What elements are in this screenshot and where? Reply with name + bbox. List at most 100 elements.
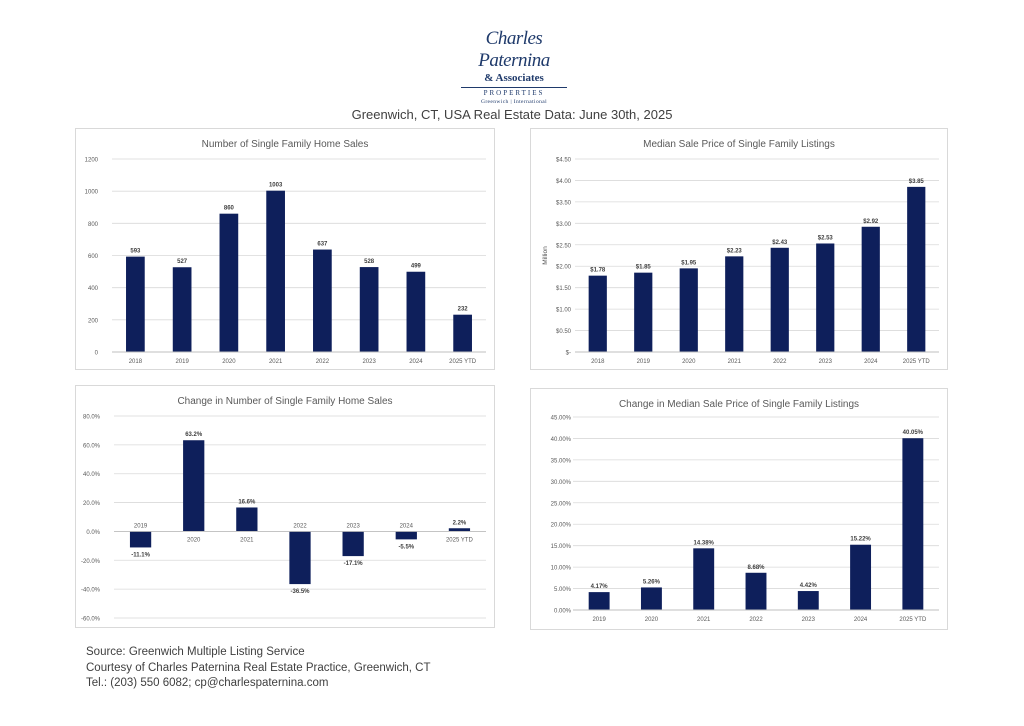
logo-divider [461,87,567,88]
y-tick-label: 1000 [85,190,99,196]
data-label: 1003 [269,183,283,189]
bar [902,438,924,610]
y-tick-label: 40.0% [83,472,101,478]
data-label: 527 [177,259,188,265]
x-tick-label: 2021 [728,359,742,365]
y-tick-label: 35.00% [551,458,572,464]
bar [266,190,285,352]
company-logo: Charles Paternina & Associates PROPERTIE… [455,18,573,105]
bar [634,272,653,352]
y-tick-label: 0.00% [554,609,572,615]
data-label: 860 [224,206,235,212]
bar [797,591,819,610]
data-label: $2.43 [772,240,788,246]
y-tick-label: 15.00% [551,544,572,550]
data-label: 637 [317,242,328,248]
bar [395,531,417,540]
y-tick-label: 600 [88,254,99,260]
y-tick-label: 800 [88,222,99,228]
x-tick-label: 2025 YTD [899,617,927,623]
x-tick-label: 2021 [269,359,283,365]
bar [129,531,152,548]
page-title: Greenwich, CT, USA Real Estate Data: Jun… [351,107,673,122]
y-tick-label: 45.00% [551,416,572,422]
data-label: $2.92 [863,219,879,225]
x-tick-label: 2022 [293,523,307,529]
bar [183,440,205,532]
y-tick-label: $- [566,351,571,357]
data-label: $2.23 [727,248,743,254]
bar [219,213,239,352]
logo-name: Charles Paternina [478,28,550,71]
data-label: $1.78 [590,268,606,274]
x-tick-label: 2019 [592,617,606,623]
x-tick-label: 2022 [773,359,787,365]
y-tick-label: 25.00% [551,501,572,507]
footer-contact: Tel.: (203) 550 6082; cp@charlespaternin… [86,677,329,689]
bar [861,226,880,352]
y-tick-label: 80.0% [83,415,101,421]
x-tick-label: 2018 [129,359,143,365]
data-label: 15.22% [850,537,871,543]
footer: Source: Greenwich Multiple Listing Servi… [86,645,431,692]
logo-properties: PROPERTIES [483,89,545,97]
y-tick-label: $4.00 [556,179,572,185]
bar [172,267,192,352]
x-tick-label: 2019 [175,359,189,365]
y-tick-label: -20.0% [81,559,101,565]
x-tick-label: 2020 [222,359,236,365]
y-tick-label: $3.00 [556,222,572,228]
bar [453,314,472,352]
bar [907,186,926,352]
x-tick-label: 2023 [802,617,816,623]
bar [850,544,872,610]
bar [406,271,426,352]
x-tick-label: 2024 [854,617,868,623]
data-label: $1.95 [681,260,697,266]
footer-courtesy: Courtesy of Charles Paternina Real Estat… [86,661,431,674]
price-chart-panel: Median Sale Price of Single Family Listi… [530,128,948,370]
footer-source: Source: Greenwich Multiple Listing Servi… [86,646,305,658]
data-label: -36.5% [290,589,310,595]
sales-chart: Number of Single Family Home Sales 0 200 40… [85,139,486,365]
x-tick-label: 2023 [819,359,833,365]
x-tick-label: 2022 [316,359,330,365]
y-tick-label: $1.00 [556,308,572,314]
x-tick-label: 2024 [864,359,878,365]
price-change-chart-panel: Change in Median Sale Price of Single Fa… [530,388,948,630]
x-tick-label: 2025 YTD [449,359,477,365]
x-tick-label: 2021 [240,537,254,543]
x-tick-label: 2023 [362,359,376,365]
bar [236,507,258,532]
bar [588,592,610,610]
y-tick-label: 0.0% [86,530,100,536]
x-tick-label: 2024 [400,523,414,529]
data-label: 40.05% [903,430,924,436]
bar [816,243,835,352]
data-label: 4.17% [591,584,609,590]
data-label: -11.1% [131,552,150,558]
x-tick-label: 2021 [697,617,711,623]
data-label: 5.26% [643,579,661,585]
price-chart: Median Sale Price of Single Family Listi… [542,139,939,365]
y-tick-label: $3.50 [556,200,572,206]
y-tick-label: 0 [95,351,99,357]
sales-change-chart-panel: Change in Number of Single Family Home S… [75,385,495,628]
bar [313,249,332,352]
bar [770,247,789,352]
data-label: 14.38% [694,540,715,546]
x-tick-label: 2020 [645,617,659,623]
y-tick-label: $1.50 [556,286,572,292]
data-label: 8.68% [747,565,765,571]
sales-chart-panel: Number of Single Family Home Sales 0 200 40… [75,128,495,370]
y-tick-label: 20.0% [83,501,101,507]
x-tick-label: 2018 [591,359,605,365]
y-axis-label: Million [542,246,549,265]
bar [679,268,698,352]
y-tick-label: $2.00 [556,265,572,271]
data-label: $2.53 [818,235,834,241]
chart-title: Change in Median Sale Price of Single Fa… [619,399,859,410]
bar [588,275,607,352]
chart-title: Change in Number of Single Family Home S… [177,396,392,407]
data-label: $1.85 [636,265,652,271]
